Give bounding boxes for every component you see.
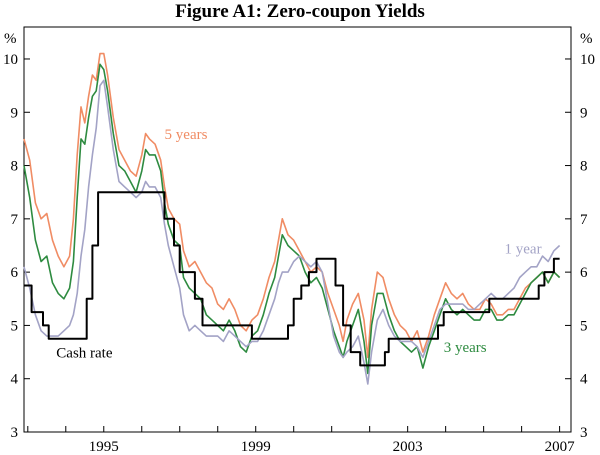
y-tick-label-left: 4 — [11, 372, 19, 388]
series-label: 1 year — [505, 241, 542, 257]
x-tick-label: 1995 — [89, 439, 119, 455]
plot-frame — [23, 26, 572, 433]
y-tick-label-right: 4 — [580, 372, 588, 388]
y-tick-label-left: 5 — [11, 318, 19, 334]
y-tick-label-right: 6 — [580, 265, 588, 281]
series-label: 5 years — [165, 127, 208, 143]
y-unit-right: % — [580, 31, 593, 47]
y-tick-label-left: 8 — [11, 159, 19, 175]
series-line-3-years — [23, 63, 561, 375]
series-line-1-year — [23, 79, 561, 385]
y-tick-label-right: 5 — [580, 318, 588, 334]
y-tick-label-left: 9 — [11, 105, 19, 121]
x-tick-label: 1999 — [241, 439, 271, 455]
y-tick-label-right: 10 — [580, 52, 595, 68]
y-tick-label-right: 3 — [580, 425, 588, 441]
series-label: Cash rate — [56, 345, 113, 361]
y-unit-left: % — [4, 31, 17, 47]
y-tick-label-right: 8 — [580, 159, 588, 175]
x-tick-label: 2003 — [393, 439, 423, 455]
x-tick-label: 2007 — [545, 439, 576, 455]
series-labels: 5 years 1 year 3 years Cash rate — [56, 127, 541, 361]
y-tick-label-right: 9 — [580, 105, 588, 121]
series-line-5-years — [23, 52, 561, 359]
series-layer — [23, 52, 561, 385]
y-tick-label-left: 10 — [3, 52, 18, 68]
series-line-cash-rate — [24, 191, 560, 367]
y-tick-label-left: 3 — [11, 425, 19, 441]
y-tick-label-left: 7 — [11, 212, 19, 228]
y-tick-label-left: 6 — [11, 265, 19, 281]
y-tick-label-right: 7 — [580, 212, 588, 228]
axis-ticks: 3 3 4 4 5 5 6 6 7 7 8 8 9 9 10 10 1995 1999 2003 2007 — [3, 52, 595, 455]
chart-title: Figure A1: Zero-coupon Yields — [175, 1, 425, 22]
series-label: 3 years — [444, 340, 487, 356]
